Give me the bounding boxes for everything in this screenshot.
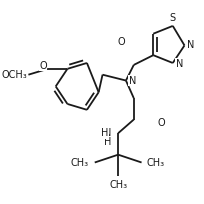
Text: H: H — [104, 137, 111, 147]
Text: O: O — [157, 119, 165, 129]
Text: O: O — [117, 37, 125, 47]
Text: OCH₃: OCH₃ — [2, 70, 27, 80]
Text: CH₃: CH₃ — [146, 159, 165, 169]
Text: N: N — [187, 40, 195, 50]
Text: S: S — [170, 13, 176, 23]
Text: N: N — [104, 128, 111, 138]
Text: N: N — [176, 59, 183, 69]
Text: H: H — [101, 128, 108, 138]
Text: N: N — [129, 75, 136, 85]
Text: CH₃: CH₃ — [71, 159, 89, 169]
Text: O: O — [39, 61, 47, 71]
Text: CH₃: CH₃ — [109, 180, 127, 190]
